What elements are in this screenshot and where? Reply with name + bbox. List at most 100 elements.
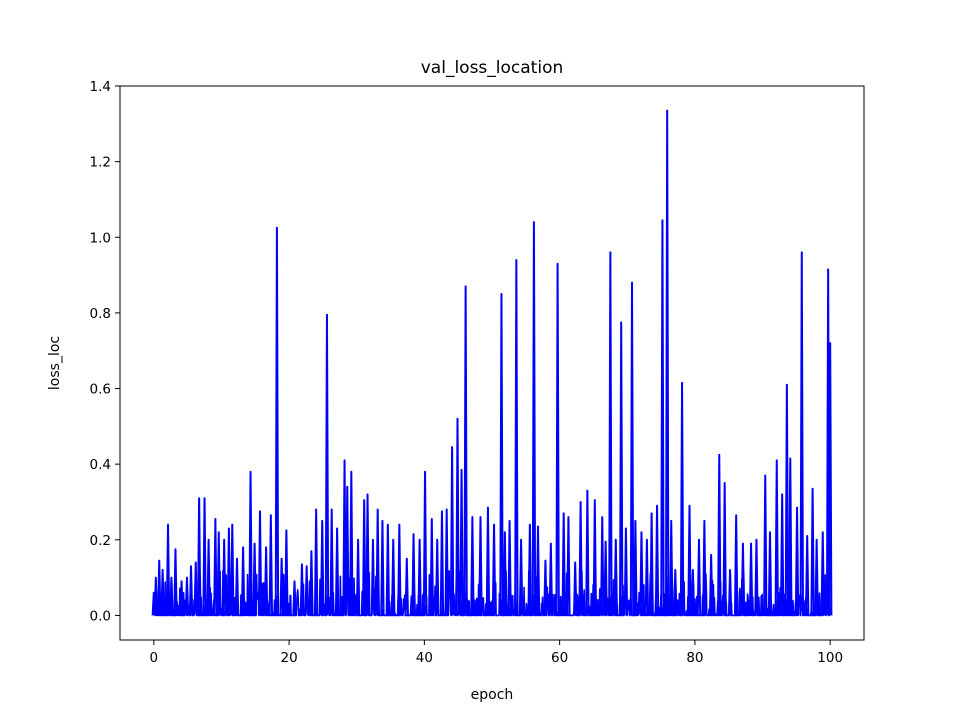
- loss-series-point: [435, 538, 440, 616]
- loss-series-point: [820, 531, 825, 616]
- loss-series-point: [774, 459, 779, 616]
- loss-series-point: [804, 535, 810, 616]
- loss-series-point: [708, 553, 714, 616]
- y-tick-label: 1.4: [90, 79, 111, 95]
- y-tick-label: 0.8: [90, 306, 111, 322]
- loss-series-point: [184, 576, 190, 616]
- loss-series-point: [727, 569, 733, 616]
- loss-series-point: [375, 508, 380, 616]
- loss-series-point: [284, 529, 289, 616]
- loss-series-point: [417, 538, 422, 616]
- loss-series-point: [455, 417, 460, 616]
- loss-series-point: [696, 538, 702, 616]
- loss-series-point: [740, 542, 746, 616]
- y-tick-label: 0.2: [90, 533, 111, 549]
- loss-series-point: [391, 538, 396, 616]
- loss-series-point: [299, 563, 305, 616]
- loss-series-point: [548, 542, 554, 616]
- loss-series-point: [355, 538, 361, 616]
- loss-series-point: [784, 383, 790, 616]
- loss-series-point: [543, 559, 548, 616]
- loss-series-point: [608, 251, 613, 616]
- loss-series-point: [502, 531, 508, 616]
- loss-series-point: [799, 251, 804, 616]
- loss-series-point: [459, 468, 464, 616]
- loss-series-point: [365, 493, 370, 616]
- x-tick-label: 60: [551, 650, 568, 666]
- chart-title: val_loss_location: [421, 58, 564, 78]
- loss-series-point: [722, 482, 727, 616]
- loss-series-point: [165, 523, 171, 616]
- loss-series-point: [188, 565, 194, 616]
- loss-series-point: [660, 219, 665, 616]
- loss-series-point: [603, 540, 608, 616]
- loss-series-point: [814, 538, 819, 616]
- loss-series-point: [196, 497, 202, 616]
- loss-series-point: [470, 516, 475, 616]
- loss-series-point: [411, 533, 416, 616]
- loss-series-point: [324, 313, 330, 616]
- loss-series-point: [349, 470, 354, 616]
- loss-series-point: [810, 487, 815, 616]
- loss-series-point: [274, 226, 280, 616]
- loss-series-point: [230, 523, 235, 616]
- loss-series-point: [449, 446, 455, 616]
- loss-series-point: [385, 523, 391, 616]
- loss-series-point: [592, 499, 598, 616]
- loss-series-point: [345, 485, 350, 616]
- loss-series-point: [794, 506, 800, 616]
- x-tick-label: 100: [817, 650, 843, 666]
- loss-series-point: [206, 538, 211, 616]
- x-tick-label: 80: [686, 650, 703, 666]
- loss-series-point: [555, 262, 560, 616]
- loss-series-point: [248, 470, 253, 616]
- loss-series-point: [422, 470, 428, 616]
- loss-series-point: [664, 109, 670, 616]
- loss-series-point: [679, 381, 685, 616]
- loss-series-point: [153, 576, 159, 616]
- loss-series-point: [654, 504, 660, 616]
- loss-series-point: [444, 508, 449, 616]
- y-tick-label: 0.6: [90, 382, 111, 398]
- loss-series-point: [329, 508, 334, 616]
- loss-series-point: [566, 516, 571, 616]
- loss-series-point: [380, 519, 385, 616]
- loss-series-point: [268, 514, 274, 616]
- loss-series-point: [252, 542, 257, 616]
- loss-series-point: [527, 523, 533, 616]
- loss-series-point: [572, 561, 578, 616]
- loss-series-point: [561, 512, 566, 616]
- loss-series-point: [169, 576, 174, 616]
- loss-series-point: [361, 499, 367, 616]
- loss-series-point: [429, 517, 434, 616]
- x-tick-label: 20: [280, 650, 297, 666]
- x-tick-label: 0: [150, 650, 159, 666]
- loss-series-point: [687, 504, 692, 616]
- loss-series-point: [221, 538, 227, 616]
- loss-series-point: [478, 516, 483, 616]
- loss-series-point: [499, 292, 504, 616]
- loss-series-point: [320, 519, 325, 616]
- loss-series-point: [439, 510, 445, 616]
- plot-frame: [119, 85, 865, 641]
- plot-area: [151, 109, 833, 617]
- loss-series-point: [788, 457, 793, 616]
- loss-series-point: [649, 512, 654, 616]
- loss-series-point: [623, 527, 629, 616]
- y-tick-label: 0.4: [90, 457, 111, 473]
- loss-series-point: [240, 546, 246, 616]
- loss-series-point: [257, 510, 263, 616]
- y-axis: 0.0 0.2 0.4 0.6 0.8 1.0 1.2 1.4: [90, 79, 120, 624]
- loss-series-point: [827, 342, 833, 616]
- loss-series-point: [717, 453, 722, 616]
- loss-series-point: [491, 523, 497, 616]
- loss-series-point: [690, 569, 696, 616]
- loss-series-point: [309, 550, 314, 616]
- loss-series-point: [531, 221, 537, 616]
- loss-series-point: [673, 569, 678, 616]
- y-axis-label: loss_loc: [47, 336, 63, 390]
- loss-series-point: [600, 516, 605, 616]
- loss-series-point: [370, 538, 376, 616]
- loss-series-point: [193, 561, 198, 616]
